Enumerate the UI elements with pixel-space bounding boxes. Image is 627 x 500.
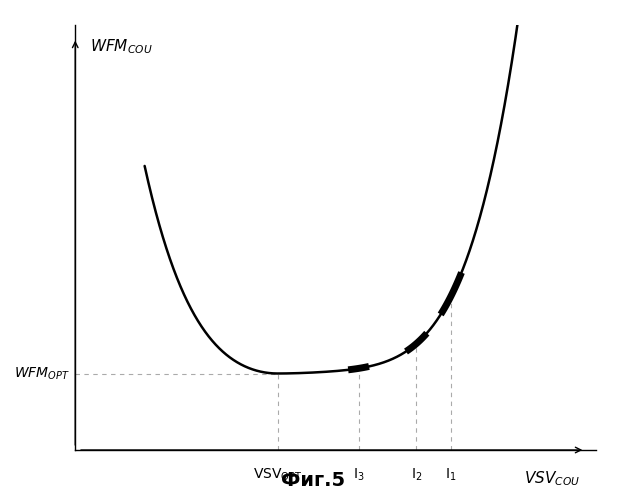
Text: Фиг.5: Фиг.5 bbox=[282, 471, 345, 490]
Text: VSV$_\mathregular{OPT}$: VSV$_\mathregular{OPT}$ bbox=[253, 466, 302, 482]
Text: WFM$_\mathregular{COU}$: WFM$_\mathregular{COU}$ bbox=[90, 38, 152, 56]
Text: I$_2$: I$_2$ bbox=[411, 466, 422, 482]
Text: VSV$_\mathregular{COU}$: VSV$_\mathregular{COU}$ bbox=[524, 469, 580, 488]
Text: WFM$_\mathregular{OPT}$: WFM$_\mathregular{OPT}$ bbox=[14, 366, 70, 382]
Text: I$_1$: I$_1$ bbox=[445, 466, 457, 482]
Text: I$_3$: I$_3$ bbox=[353, 466, 364, 482]
